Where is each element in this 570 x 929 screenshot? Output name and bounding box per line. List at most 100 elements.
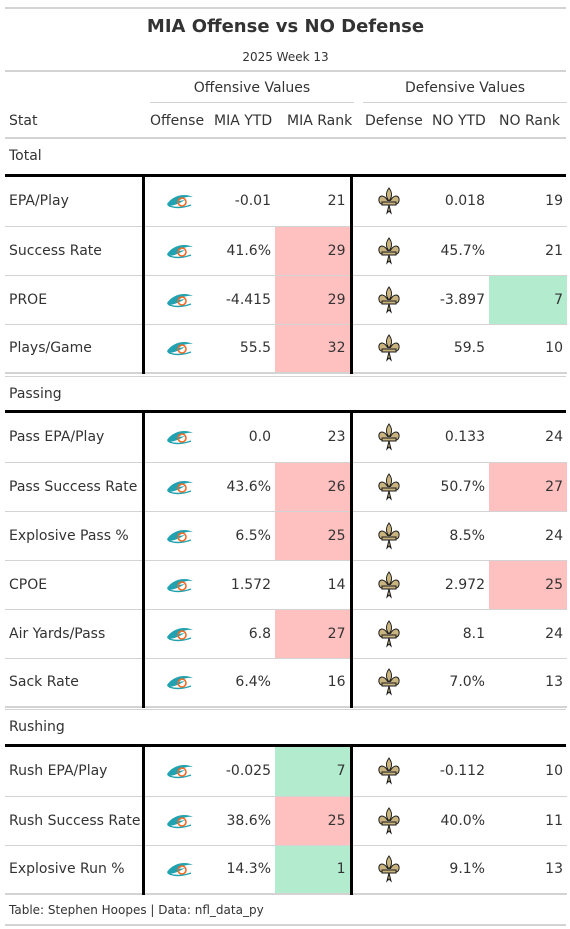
table-row: Plays/Game 55.5 32 59.5 10	[5, 324, 567, 374]
no-rank-value: 24	[489, 413, 567, 463]
saints-logo-icon	[349, 609, 426, 659]
no-ytd-value: 7.0%	[426, 658, 489, 708]
mia-rank-value: 32	[275, 324, 351, 374]
stat-name: Plays/Game	[5, 324, 143, 374]
mia-ytd-value: 6.4%	[215, 658, 275, 708]
no-rank-value: 10	[489, 324, 567, 374]
group-divider	[5, 744, 566, 747]
col-header-no-ytd: NO YTD	[432, 113, 486, 129]
col-header-defense: Defense	[365, 113, 423, 129]
group-divider	[5, 410, 566, 413]
table-row: Explosive Pass % 6.5% 25 8.5% 24	[5, 511, 567, 561]
saints-logo-icon	[349, 324, 426, 374]
table-title: MIA Offense vs NO Defense	[146, 16, 425, 37]
saints-logo-icon	[349, 275, 426, 325]
stat-name: Explosive Run %	[5, 845, 143, 895]
mia-rank-value: 25	[275, 796, 351, 846]
no-ytd-value: 8.5%	[426, 511, 489, 561]
table-row: Rush EPA/Play -0.025 7 -0.112 10	[5, 747, 567, 797]
stat-name: Pass Success Rate	[5, 462, 143, 512]
mia-ytd-value: 55.5	[215, 324, 275, 374]
stat-name: EPA/Play	[5, 177, 143, 227]
mia-rank-value: 25	[275, 511, 351, 561]
table-row: Success Rate 41.6% 29 45.7% 21	[5, 226, 567, 276]
saints-logo-icon	[349, 226, 426, 276]
mia-rank-value: 27	[275, 609, 351, 659]
no-ytd-value: 50.7%	[426, 462, 489, 512]
table-row: Sack Rate 6.4% 16 7.0% 13	[5, 658, 567, 708]
mia-ytd-value: -0.025	[215, 747, 275, 797]
table-row: Explosive Run % 14.3% 1 9.1% 13	[5, 845, 567, 895]
top-rule	[5, 7, 566, 9]
col-header-no-rank: NO Rank	[499, 113, 560, 129]
bottom-rule	[5, 924, 566, 926]
saints-logo-icon	[349, 560, 426, 610]
no-ytd-value: 0.018	[426, 177, 489, 227]
mia-ytd-value: 41.6%	[215, 226, 275, 276]
group-label-passing: Passing	[9, 386, 62, 402]
no-rank-value: 11	[489, 796, 567, 846]
no-rank-value: 25	[489, 560, 567, 610]
no-rank-value: 21	[489, 226, 567, 276]
mia-ytd-value: -0.01	[215, 177, 275, 227]
no-rank-value: 19	[489, 177, 567, 227]
stat-name: Air Yards/Pass	[5, 609, 143, 659]
no-rank-value: 10	[489, 747, 567, 797]
no-rank-value: 13	[489, 845, 567, 895]
dolphins-logo-icon	[141, 275, 215, 325]
dolphins-logo-icon	[141, 177, 215, 227]
spanner-offensive: Offensive Values	[193, 80, 311, 96]
table-row: CPOE 1.572 14 2.972 25	[5, 560, 567, 610]
group-table-total: EPA/Play -0.01 21 0.018 19 Success Rate 41.6% 2…	[5, 177, 567, 374]
no-rank-value: 27	[489, 462, 567, 512]
mia-rank-value: 1	[275, 845, 351, 895]
stat-name: PROE	[5, 275, 143, 325]
mia-rank-value: 14	[275, 560, 351, 610]
col-header-mia-rank: MIA Rank	[287, 113, 353, 129]
group-table-rushing: Rush EPA/Play -0.025 7 -0.112 10 Rush Success…	[5, 747, 567, 895]
dolphins-logo-icon	[141, 845, 215, 895]
group-label-rushing: Rushing	[9, 719, 65, 735]
group-top-rule	[5, 376, 566, 377]
saints-logo-icon	[349, 462, 426, 512]
no-rank-value: 7	[489, 275, 567, 325]
no-rank-value: 24	[489, 609, 567, 659]
group-divider	[5, 174, 566, 177]
mia-ytd-value: 14.3%	[215, 845, 275, 895]
dolphins-logo-icon	[141, 413, 215, 463]
no-ytd-value: 59.5	[426, 324, 489, 374]
spanner-rule-defensive	[363, 102, 567, 103]
saints-logo-icon	[349, 177, 426, 227]
mia-rank-value: 23	[275, 413, 351, 463]
saints-logo-icon	[349, 413, 426, 463]
dolphins-logo-icon	[141, 226, 215, 276]
dolphins-logo-icon	[141, 796, 215, 846]
table-row: Pass EPA/Play 0.0 23 0.133 24	[5, 413, 567, 463]
no-ytd-value: 40.0%	[426, 796, 489, 846]
col-header-stat: Stat	[9, 113, 38, 129]
stat-name: Rush EPA/Play	[5, 747, 143, 797]
mia-rank-value: 16	[275, 658, 351, 708]
dolphins-logo-icon	[141, 658, 215, 708]
group-table-passing: Pass EPA/Play 0.0 23 0.133 24 Pass Success Ra…	[5, 413, 567, 708]
stat-name: Rush Success Rate	[5, 796, 143, 846]
spanner-rule-offensive	[150, 102, 354, 103]
dolphins-logo-icon	[141, 609, 215, 659]
col-header-mia-ytd: MIA YTD	[214, 113, 273, 129]
mia-ytd-value: 0.0	[215, 413, 275, 463]
mia-ytd-value: 6.8	[215, 609, 275, 659]
no-ytd-value: -0.112	[426, 747, 489, 797]
mia-ytd-value: 38.6%	[215, 796, 275, 846]
no-ytd-value: 45.7%	[426, 226, 489, 276]
table-row: EPA/Play -0.01 21 0.018 19	[5, 177, 567, 227]
no-rank-value: 13	[489, 658, 567, 708]
mia-rank-value: 21	[275, 177, 351, 227]
no-ytd-value: 9.1%	[426, 845, 489, 895]
mia-ytd-value: -4.415	[215, 275, 275, 325]
stat-name: Sack Rate	[5, 658, 143, 708]
no-rank-value: 24	[489, 511, 567, 561]
mia-rank-value: 26	[275, 462, 351, 512]
saints-logo-icon	[349, 747, 426, 797]
dolphins-logo-icon	[141, 560, 215, 610]
